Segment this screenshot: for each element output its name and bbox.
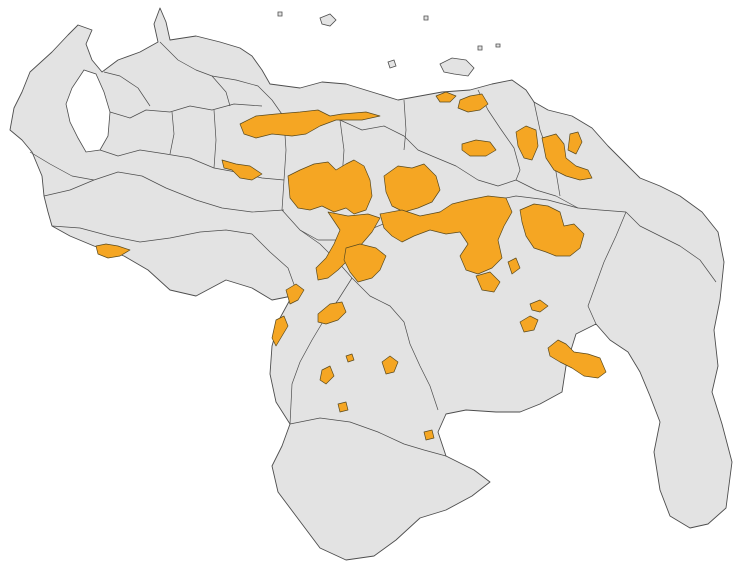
highlight-patch — [567, 131, 583, 155]
highlight-patch — [319, 365, 335, 385]
highlight-patch — [317, 301, 347, 325]
highlighted-areas — [95, 91, 607, 441]
islet-2 — [387, 59, 397, 69]
highlight-patch — [271, 315, 289, 347]
islet-1 — [319, 13, 337, 27]
highlight-patch — [507, 257, 521, 275]
highlight-patch — [221, 159, 263, 181]
island-margarita — [439, 57, 475, 77]
highlight-patch — [461, 139, 497, 157]
islet-3 — [277, 11, 283, 17]
highlight-patch — [435, 91, 457, 103]
highlight-patch — [95, 243, 131, 259]
caribbean-islands — [277, 11, 501, 77]
highlight-patch — [423, 429, 435, 441]
highlight-patch — [383, 163, 441, 213]
highlight-patch — [345, 353, 355, 363]
highlight-patch — [343, 243, 387, 283]
highlight-patch — [315, 211, 381, 281]
islet-4 — [423, 15, 429, 21]
highlight-patch — [239, 109, 381, 139]
highlight-patch — [457, 93, 489, 113]
highlight-patch — [381, 355, 399, 375]
islet-6 — [495, 43, 501, 48]
highlight-patch — [285, 283, 305, 305]
highlight-patch — [337, 401, 349, 413]
highlight-patch — [541, 133, 593, 181]
state-borders — [29, 41, 717, 457]
highlight-patch — [515, 125, 539, 161]
highlight-patch — [379, 195, 513, 275]
lake-maracaibo — [65, 69, 111, 153]
highlight-patch — [475, 271, 501, 293]
country-outline — [9, 7, 733, 561]
highlight-patch — [519, 315, 539, 333]
islet-5 — [477, 45, 483, 51]
highlight-patch — [287, 159, 373, 215]
highlight-patch — [529, 299, 549, 313]
highlight-patch — [519, 203, 585, 257]
highlight-patch — [547, 339, 607, 379]
